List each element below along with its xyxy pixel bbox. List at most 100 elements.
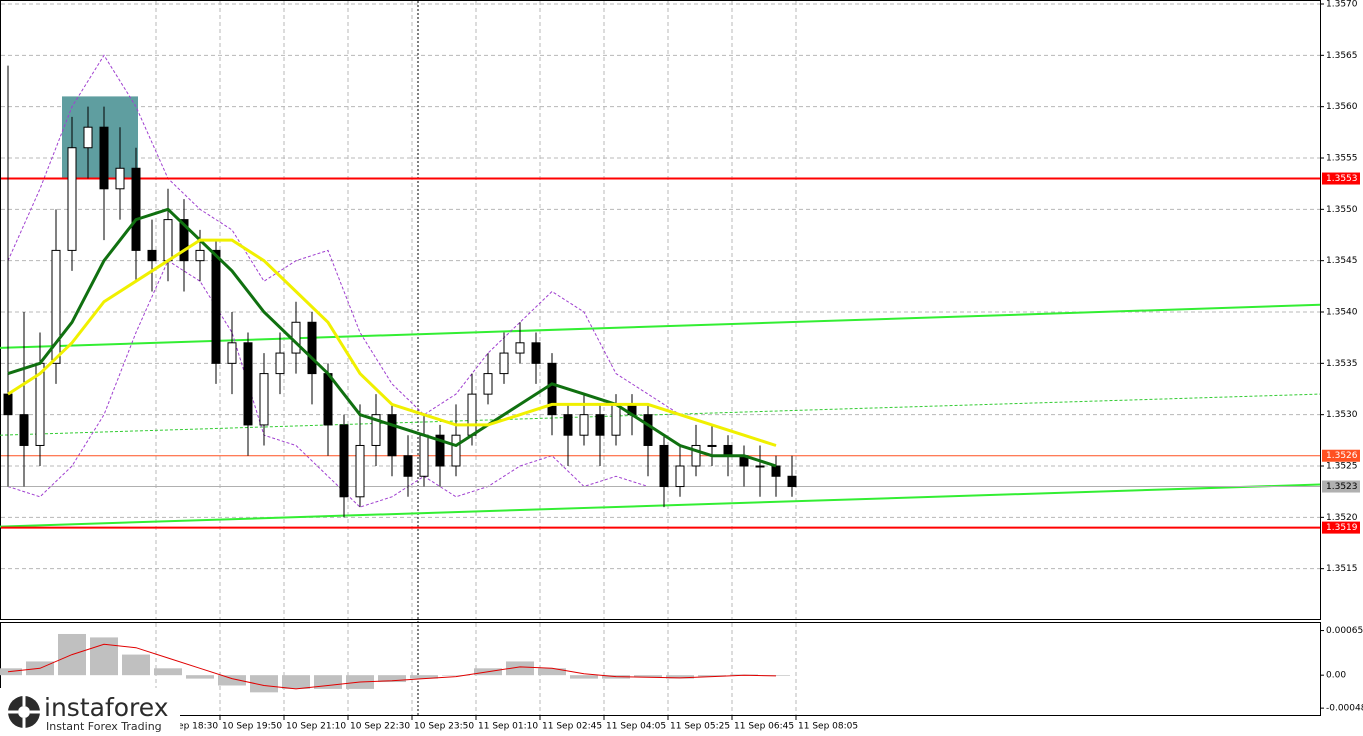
- x-tick-label: 10 Sep 21:10: [286, 722, 346, 732]
- y-tick-label: -0.00048: [1326, 704, 1363, 714]
- candle-body: [243, 342, 253, 426]
- candle-body: [387, 414, 397, 457]
- candle-body: [179, 219, 189, 262]
- candle-body: [371, 414, 381, 446]
- candle-body: [99, 126, 109, 190]
- level-label-box: [1322, 480, 1360, 493]
- candle-body: [419, 434, 429, 477]
- candle-body: [67, 147, 77, 251]
- level-label: 1.3519: [1326, 523, 1358, 533]
- candle-body: [115, 167, 125, 190]
- candle-body: [771, 465, 781, 477]
- macd-bar: [442, 675, 470, 676]
- x-tick-label: 11 Sep 04:05: [606, 722, 666, 732]
- macd-bar: [410, 675, 438, 679]
- candle-body: [499, 352, 509, 375]
- candle-body: [3, 393, 13, 416]
- y-tick-label: 1.3560: [1326, 102, 1358, 112]
- candle-body: [563, 414, 573, 436]
- level-label-box: [1322, 521, 1360, 534]
- candle-body: [787, 475, 797, 488]
- y-tick-label: 1.3535: [1326, 359, 1358, 369]
- level-label: 1.3526: [1326, 451, 1358, 461]
- level-label-box: [1322, 172, 1360, 185]
- candle-body: [163, 219, 173, 262]
- x-tick-label: 11 Sep 06:45: [734, 722, 794, 732]
- candle-body: [707, 444, 717, 447]
- candle-body: [467, 393, 477, 436]
- logo-name: instaforex: [44, 693, 169, 722]
- y-tick-label: 1.3530: [1326, 410, 1358, 420]
- candle-body: [723, 444, 733, 457]
- y-tick-label: 1.3570: [1326, 0, 1358, 10]
- y-tick-label: 1.3555: [1326, 154, 1358, 164]
- candle-body: [611, 403, 621, 436]
- macd-bar: [570, 675, 598, 679]
- macd-bar: [506, 661, 534, 676]
- macd-bar: [186, 675, 214, 679]
- y-tick-label: 1.3520: [1326, 513, 1358, 523]
- macd-bar: [250, 675, 278, 693]
- band-line: [7, 54, 777, 446]
- candle-body: [83, 126, 93, 149]
- x-tick-label: 11 Sep 05:25: [670, 722, 730, 732]
- candle-body: [755, 465, 765, 468]
- y-tick-label: 1.3565: [1326, 51, 1358, 61]
- macd-bar: [698, 675, 726, 677]
- moving-average: [7, 207, 777, 468]
- y-tick-label: 1.3525: [1326, 462, 1358, 472]
- logo-tagline: Instant Forex Trading: [46, 720, 162, 733]
- trendline: [0, 483, 1321, 528]
- x-tick-label: 10 Sep 19:50: [222, 722, 282, 732]
- level-label: 1.3553: [1326, 174, 1358, 184]
- y-tick-label: 1.3540: [1326, 308, 1358, 318]
- level-label: 1.3523: [1326, 482, 1358, 492]
- candle-body: [259, 373, 269, 426]
- macd-bar: [122, 654, 150, 676]
- x-tick-label: 11 Sep 01:10: [478, 722, 538, 732]
- macd-bar: [218, 675, 246, 686]
- x-tick-label: 10 Sep 18:30: [158, 722, 218, 732]
- x-tick-label: 11 Sep 08:05: [798, 722, 858, 732]
- y-tick-label: 0.00: [1326, 671, 1346, 681]
- candle-body: [51, 249, 61, 364]
- y-tick-label: 1.3545: [1326, 256, 1358, 266]
- candle-body: [483, 373, 493, 395]
- macd-panel: [0, 622, 1321, 716]
- moving-average: [7, 238, 777, 447]
- candle-body: [355, 444, 365, 498]
- candle-body: [147, 249, 157, 262]
- trendline: [0, 393, 1321, 436]
- candle-body: [451, 434, 461, 467]
- macd-bar: [154, 668, 182, 676]
- macd-bar: [634, 675, 662, 678]
- y-tick-label: 1.3550: [1326, 205, 1358, 215]
- candle-body: [659, 444, 669, 488]
- candle-body: [131, 167, 141, 251]
- candle-body: [547, 362, 557, 416]
- logo: instaforex Instant Forex Trading: [0, 688, 180, 736]
- x-tick-label: 10 Sep 23:50: [414, 722, 474, 732]
- macd-bar: [538, 668, 566, 676]
- candle-body: [515, 342, 525, 354]
- candle-body: [275, 352, 285, 375]
- candle-body: [211, 249, 221, 364]
- candle-body: [323, 373, 333, 426]
- candle-body: [531, 342, 541, 364]
- logo-icon-cross: [8, 696, 40, 728]
- macd-bar: [378, 675, 406, 683]
- candle-body: [227, 342, 237, 364]
- candle-body: [595, 414, 605, 436]
- candle-body: [339, 424, 349, 498]
- y-tick-label: 1.3515: [1326, 564, 1358, 574]
- candle-body: [307, 321, 317, 375]
- candle-body: [643, 414, 653, 446]
- candle-body: [435, 434, 445, 467]
- candle-body: [579, 414, 589, 436]
- candle-body: [403, 455, 413, 477]
- logo-icon-hole: [18, 706, 30, 718]
- x-tick-label: 11 Sep 02:45: [542, 722, 602, 732]
- y-tick-label: 0.00065: [1326, 626, 1363, 636]
